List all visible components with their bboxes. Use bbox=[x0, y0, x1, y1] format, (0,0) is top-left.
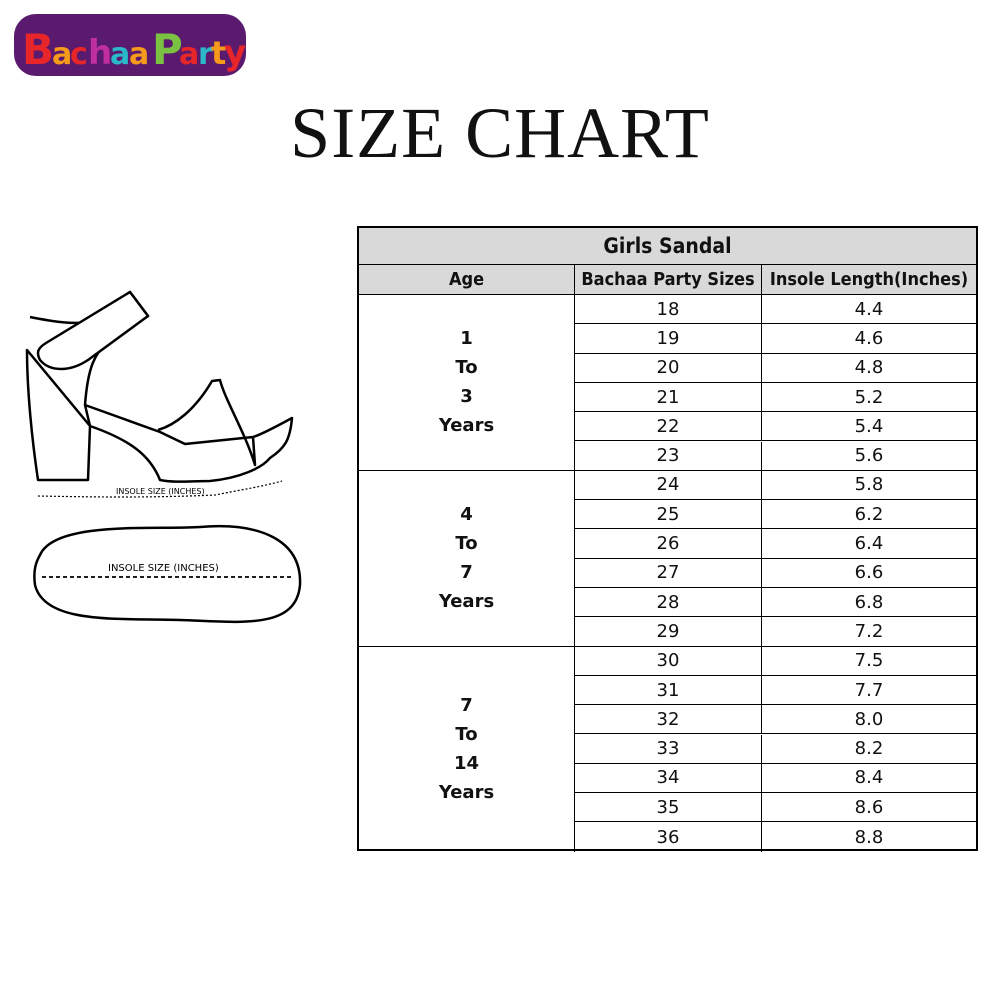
insole-length-cell: 7.2 bbox=[762, 617, 976, 647]
table-title: Girls Sandal bbox=[359, 228, 976, 265]
age-label: Years bbox=[438, 782, 495, 804]
size-cell: 27 bbox=[575, 558, 762, 588]
sole-insole-label: INSOLE SIZE (INCHES) bbox=[108, 563, 219, 574]
size-cell: 34 bbox=[575, 763, 762, 794]
age-label: 1 bbox=[460, 328, 473, 350]
size-cell: 18 bbox=[575, 295, 762, 325]
insole-length-cell: 8.8 bbox=[854, 826, 884, 848]
insole-outline bbox=[33, 525, 302, 624]
age-label: To bbox=[455, 357, 478, 379]
insole-length-cell: 8.0 bbox=[762, 705, 976, 735]
size-table: Girls Sandal Age Bachaa Party Sizes Insole … bbox=[357, 226, 978, 852]
age-label: 7 bbox=[460, 695, 473, 717]
age-group-cell: 1 To 3 Years bbox=[359, 295, 575, 471]
size-cell: 33 bbox=[575, 734, 762, 764]
column-header: Insole Length(Inches) bbox=[762, 265, 976, 295]
sandal-illustration: INSOLE SIZE (INCHES) INSOLE SIZE (INCHES… bbox=[25, 290, 302, 624]
age-label: 14 bbox=[453, 753, 480, 775]
bachaa-party-logo: B a c h a a P a r t y bbox=[14, 14, 246, 76]
size-cell: 25 bbox=[575, 500, 762, 530]
svg-text:a: a bbox=[129, 37, 149, 72]
size-cell: 35 bbox=[575, 793, 762, 823]
svg-text:y: y bbox=[224, 33, 246, 73]
insole-length-cell: 8.4 bbox=[762, 764, 976, 794]
size-cell: 19 bbox=[575, 324, 762, 354]
age-group-cell: 4 To 7 Years bbox=[359, 470, 575, 647]
insole-length-cell: 6.6 bbox=[762, 559, 976, 588]
insole-length-cell: 5.6 bbox=[762, 442, 976, 471]
insole-length-cell: 4.8 bbox=[762, 354, 976, 383]
svg-text:P: P bbox=[152, 25, 183, 74]
column-header: Age bbox=[359, 265, 575, 295]
size-cell: 30 bbox=[575, 646, 762, 676]
sandal-outline bbox=[25, 290, 294, 483]
side-insole-label: INSOLE SIZE (INCHES) bbox=[116, 487, 205, 496]
age-label: To bbox=[455, 724, 478, 746]
insole-length-cell: 8.6 bbox=[762, 793, 976, 823]
age-label: Years bbox=[438, 591, 495, 613]
age-group-cell: 7 To 14 Years bbox=[359, 646, 575, 852]
ankle-strap bbox=[36, 290, 150, 371]
svg-text:r: r bbox=[198, 37, 213, 72]
age-label: 3 bbox=[460, 386, 473, 408]
svg-text:B: B bbox=[22, 25, 54, 74]
column-header: Bachaa Party Sizes bbox=[575, 265, 762, 295]
size-cell: 31 bbox=[575, 675, 762, 706]
size-cell: 24 bbox=[575, 470, 762, 501]
age-label: Years bbox=[438, 415, 495, 437]
insole-length-cell: 7.7 bbox=[762, 676, 976, 706]
insole-length-cell: 4.6 bbox=[762, 324, 976, 354]
svg-text:t: t bbox=[211, 34, 226, 72]
age-label: To bbox=[455, 533, 478, 555]
insole-length-cell: 6.2 bbox=[762, 500, 976, 530]
svg-text:a: a bbox=[179, 37, 199, 72]
insole-length-cell: 5.8 bbox=[762, 471, 976, 501]
age-label: 7 bbox=[460, 562, 473, 584]
svg-text:c: c bbox=[70, 37, 88, 72]
size-cell: 29 bbox=[575, 617, 762, 647]
insole-length-cell: 8.2 bbox=[762, 735, 976, 764]
insole-length-cell: 7.5 bbox=[762, 647, 976, 676]
size-cell: 32 bbox=[575, 705, 762, 735]
insole-length-cell: 5.2 bbox=[762, 383, 976, 413]
size-cell: 23 bbox=[575, 441, 762, 471]
insole-length-cell: 5.4 bbox=[762, 412, 976, 442]
size-cell: 26 bbox=[575, 529, 762, 559]
insole-length-cell: 6.8 bbox=[762, 588, 976, 618]
size-cell: 20 bbox=[575, 353, 762, 383]
svg-text:h: h bbox=[88, 33, 112, 73]
page-title: SIZE CHART bbox=[290, 93, 710, 173]
size-cell: 21 bbox=[575, 382, 762, 413]
age-label: 4 bbox=[460, 504, 473, 526]
size-cell: 28 bbox=[575, 588, 762, 618]
svg-text:a: a bbox=[110, 37, 130, 72]
size-cell: 36 bbox=[575, 822, 762, 852]
insole-length-cell: 4.4 bbox=[762, 295, 976, 325]
svg-text:a: a bbox=[52, 37, 72, 72]
insole-length-cell: 6.4 bbox=[762, 529, 976, 559]
size-cell: 22 bbox=[575, 412, 762, 442]
